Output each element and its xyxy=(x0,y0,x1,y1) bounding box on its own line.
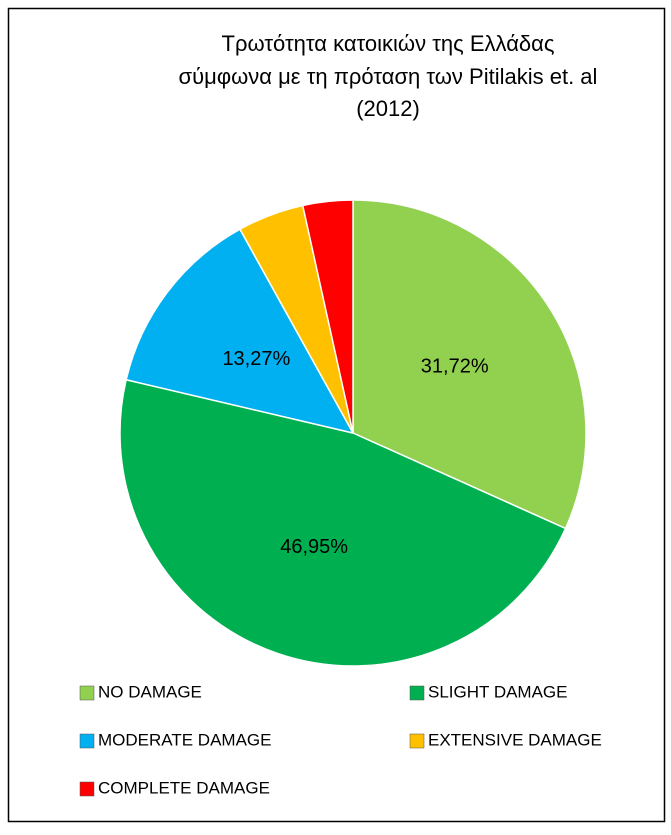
data-label: 46,95% xyxy=(280,536,348,558)
legend-swatch xyxy=(409,685,425,701)
data-label: 31,72% xyxy=(421,355,489,377)
legend-swatch xyxy=(79,781,95,797)
chart-title: Τρωτότητα κατοικιών της Ελλάδας xyxy=(222,31,555,56)
legend-label: NO DAMAGE xyxy=(98,682,202,701)
chart-title: σύμφωνα με τη πρόταση των Pitilakis et. … xyxy=(179,64,598,89)
legend-label: COMPLETE DAMAGE xyxy=(98,778,270,797)
pie-slice xyxy=(352,199,587,530)
legend-swatch xyxy=(79,733,95,749)
legend-label: MODERATE DAMAGE xyxy=(98,730,271,749)
legend-label: EXTENSIVE DAMAGE xyxy=(428,730,602,749)
legend-label: SLIGHT DAMAGE xyxy=(428,682,568,701)
data-label: 13,27% xyxy=(222,348,290,370)
legend-swatch xyxy=(79,685,95,701)
pie-slice xyxy=(119,378,567,667)
chart-title: (2012) xyxy=(356,96,420,121)
pie-slice xyxy=(125,228,355,435)
pie-slice xyxy=(301,199,354,434)
legend-swatch xyxy=(409,733,425,749)
